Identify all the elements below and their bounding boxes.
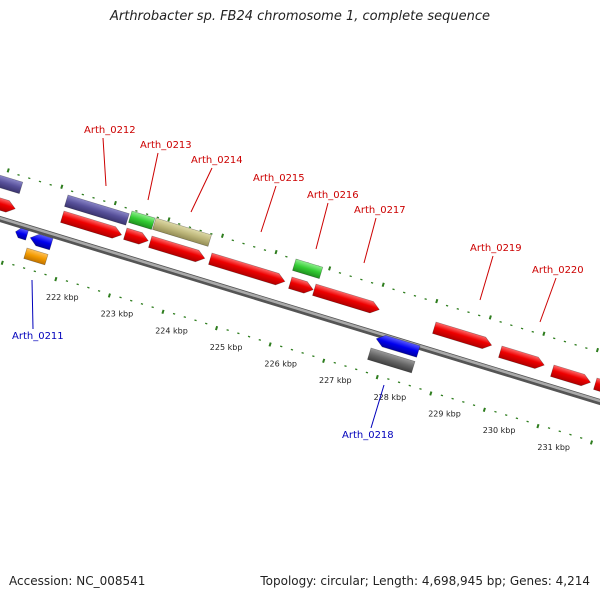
- kbp-label: 230 kbp: [483, 426, 516, 435]
- gene-leader-line: [363, 217, 377, 264]
- gene-label[interactable]: Arth_0216: [307, 190, 359, 201]
- cds-forward: [0, 195, 16, 213]
- gene-label[interactable]: Arth_0215: [253, 173, 305, 184]
- major-tick: [536, 423, 540, 429]
- gene-leader-line: [102, 137, 107, 187]
- major-tick: [274, 249, 278, 255]
- major-tick: [589, 440, 594, 445]
- major-tick: [435, 298, 439, 304]
- gene-label[interactable]: Arth_0219: [470, 243, 522, 254]
- major-tick: [381, 282, 385, 287]
- gene-label[interactable]: Arth_0217: [354, 205, 406, 216]
- cds-forward: [148, 235, 206, 263]
- gene-leader-line: [147, 152, 159, 201]
- cds-forward: [123, 227, 149, 245]
- gene-label[interactable]: Arth_0211: [12, 331, 64, 342]
- kbp-label: 231 kbp: [537, 443, 570, 452]
- cds-forward: [498, 345, 545, 369]
- cds-reverse: [29, 233, 54, 251]
- major-tick: [375, 374, 379, 380]
- cds-forward: [550, 364, 591, 387]
- kbp-label: 223 kbp: [101, 310, 134, 319]
- gene-label[interactable]: Arth_0213: [140, 140, 192, 151]
- gene-label[interactable]: Arth_0218: [342, 430, 394, 441]
- cds-forward: [208, 252, 286, 286]
- upper-tick-line: [6, 168, 599, 353]
- misc-feature-bar: [367, 347, 416, 374]
- kbp-label: 224 kbp: [155, 326, 188, 335]
- misc-feature-bar: [64, 194, 130, 226]
- major-tick: [113, 200, 117, 206]
- cds-forward: [432, 321, 493, 349]
- major-tick: [54, 276, 58, 282]
- misc-feature-bar: [0, 173, 24, 195]
- kbp-labels: 222 kbp 223 kbp 224 kbp 225 kbp 226 kbp 227 k…: [46, 293, 570, 452]
- gene-features: [0, 173, 600, 393]
- misc-feature-bar: [152, 217, 212, 247]
- gene-leader-line: [539, 277, 557, 323]
- gene-label[interactable]: Arth_0214: [191, 155, 243, 166]
- major-tick: [0, 260, 4, 265]
- major-tick: [215, 325, 219, 331]
- lower-tick-line: [0, 260, 594, 445]
- cds-forward: [312, 283, 380, 314]
- topology-text: Topology: circular; Length: 4,698,945 bp…: [260, 574, 590, 588]
- misc-feature-bar: [292, 258, 324, 280]
- cds-reverse: [375, 335, 421, 358]
- gene-leader-line: [190, 167, 213, 213]
- gene-label[interactable]: Arth_0220: [532, 265, 584, 276]
- major-tick: [542, 331, 546, 336]
- misc-feature-bar: [23, 247, 49, 266]
- cds-reverse: [15, 227, 29, 241]
- label-leader-lines: [31, 137, 557, 429]
- accession-text: Accession: NC_008541: [9, 574, 146, 588]
- gene-leader-line: [31, 279, 34, 330]
- major-tick: [482, 407, 486, 412]
- major-tick: [220, 233, 225, 238]
- major-tick: [268, 342, 272, 347]
- major-tick: [322, 358, 326, 363]
- major-tick: [429, 391, 433, 396]
- major-tick: [161, 309, 165, 314]
- major-tick: [488, 315, 492, 320]
- major-tick: [167, 217, 171, 222]
- major-tick: [107, 293, 111, 298]
- major-tick: [595, 347, 599, 353]
- kbp-label: 229 kbp: [428, 409, 461, 418]
- gene-label[interactable]: Arth_0212: [84, 125, 136, 136]
- gene-leader-line: [479, 255, 494, 301]
- kbp-label: 228 kbp: [374, 393, 407, 402]
- cds-forward: [288, 276, 314, 294]
- kbp-label: 227 kbp: [319, 376, 352, 385]
- map-title: Arthrobacter sp. FB24 chromosome 1, comp…: [109, 9, 491, 24]
- gene-leader-line: [370, 384, 385, 429]
- gene-leader-line: [260, 185, 277, 233]
- scale-tick-lines: [0, 168, 599, 445]
- cds-forward: [593, 377, 600, 393]
- kbp-label: 222 kbp: [46, 293, 79, 302]
- kbp-label: 226 kbp: [264, 360, 297, 369]
- backbone: [0, 215, 600, 406]
- gene-leader-line: [315, 202, 329, 250]
- major-tick: [6, 168, 10, 173]
- cds-forward: [60, 210, 123, 239]
- major-tick: [60, 184, 64, 189]
- kbp-label: 225 kbp: [210, 343, 243, 352]
- gene-labels: Arth_0211 Arth_0212 Arth_0213 Arth_0214 Arth…: [12, 125, 584, 441]
- misc-feature-bar: [128, 210, 156, 230]
- major-tick: [328, 266, 332, 271]
